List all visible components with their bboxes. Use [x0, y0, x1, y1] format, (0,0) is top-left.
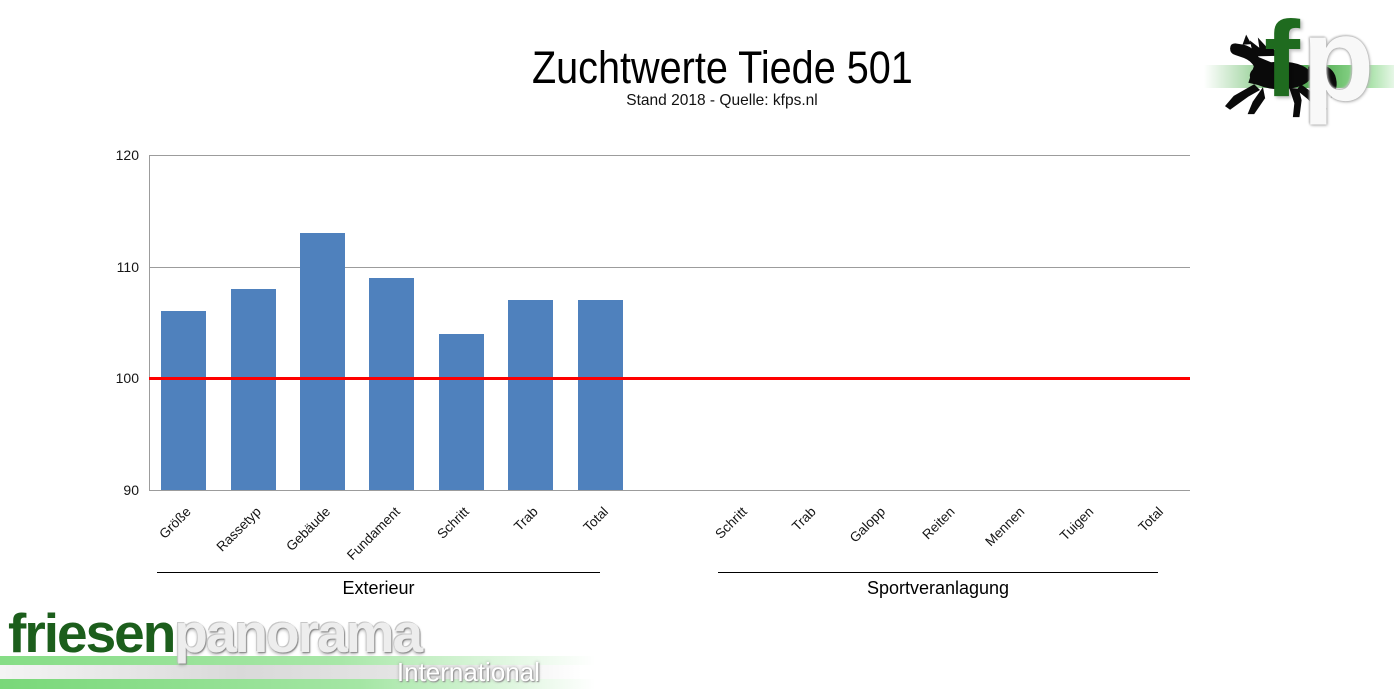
- x-axis-label: Total: [1135, 504, 1166, 535]
- y-axis-tick-label: 110: [116, 258, 139, 275]
- gridline-y-120: [149, 155, 1190, 156]
- y-axis-tick-label: 90: [123, 482, 139, 498]
- x-axis-label: Galopp: [846, 504, 889, 546]
- y-axis-line: [149, 155, 150, 491]
- y-axis-tick-label: 120: [115, 147, 139, 163]
- horse-icon: [1224, 34, 1337, 118]
- x-axis-label: Reiten: [919, 504, 958, 543]
- bar-fundament: [369, 277, 415, 490]
- bar-rassetyp: [230, 289, 276, 490]
- x-axis-label: Gebäude: [283, 504, 334, 554]
- wordmark: friesenpanorama: [8, 606, 423, 661]
- bar-total: [577, 300, 623, 490]
- x-axis-label: Trab: [789, 504, 819, 534]
- wordmark-tagline: International: [396, 657, 540, 687]
- green-stripe-bottom: [0, 679, 620, 689]
- x-axis-label: Tuigen: [1057, 504, 1097, 544]
- bar-größe: [161, 311, 207, 490]
- chart-header: Zuchtwerte Tiede 501 Stand 2018 - Quelle…: [22, 44, 1400, 110]
- logo-letter-f: f: [1264, 0, 1300, 119]
- logo-letter-p: p: [1302, 0, 1375, 126]
- friesenpanorama-logo-mark: f p: [1204, 0, 1394, 135]
- reference-line-100: [149, 377, 1190, 381]
- group-label-2: Sportveranlagung: [866, 578, 1010, 598]
- group-underline-2: [718, 572, 1158, 573]
- x-axis-label: Fundament: [343, 504, 403, 563]
- gridline-y-90: [149, 490, 1190, 491]
- x-axis-label: Mennen: [981, 504, 1028, 550]
- x-axis-label: Total: [579, 504, 611, 535]
- bar-trab: [508, 300, 554, 490]
- x-axis-label: Schritt: [434, 504, 472, 542]
- chart-subtitle: Stand 2018 - Quelle: kfps.nl: [626, 92, 818, 110]
- group-underline-1: [157, 572, 600, 573]
- bar-gebäude: [300, 233, 345, 490]
- chart-title: Zuchtwerte Tiede 501: [531, 42, 913, 93]
- bar-schritt: [438, 333, 484, 490]
- x-axis-label: Rassetyp: [213, 504, 264, 555]
- x-axis-label: Schritt: [711, 504, 750, 542]
- group-label-1: Exterieur: [342, 578, 415, 598]
- wordmark-panorama: panorama: [174, 602, 423, 664]
- x-axis-label: Größe: [156, 504, 195, 542]
- friesenpanorama-wordmark-logo: friesenpanorama International: [0, 604, 620, 700]
- silver-stripe: [0, 665, 600, 679]
- wordmark-friesen: friesen: [8, 602, 176, 664]
- x-axis-label: Trab: [511, 504, 542, 534]
- bar-chart-plot-area: 90 100 110 120 Größe Rassetyp Gebäude Fundament…: [116, 147, 1190, 598]
- gridline-y-110: [149, 266, 1190, 268]
- y-axis-tick-label: 100: [115, 370, 139, 387]
- green-stripe-top: [0, 656, 620, 665]
